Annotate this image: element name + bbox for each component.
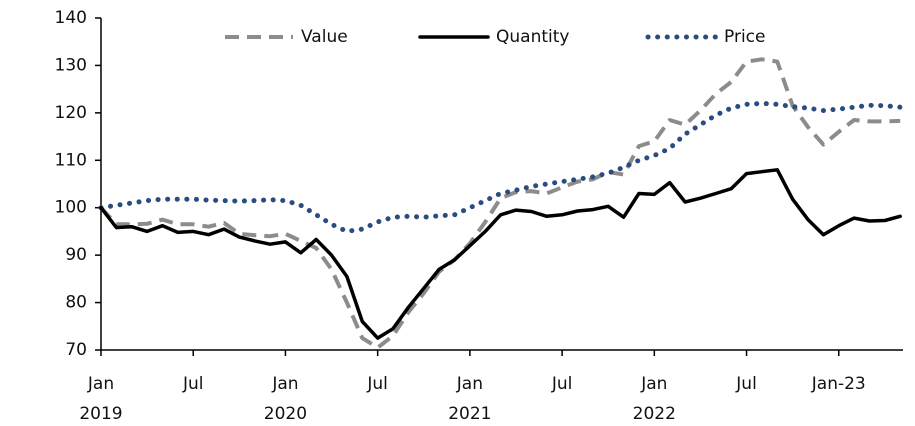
series-line [99, 168, 902, 340]
series-line [98, 100, 903, 234]
y-tick-label: 130 [55, 55, 87, 75]
x-tick-label: Jul [366, 374, 388, 394]
x-tick-label: Jul [182, 374, 204, 394]
x-tick-label: Jan-23 [811, 374, 866, 394]
legend-label: Quantity [496, 27, 569, 47]
y-tick-label: 80 [65, 293, 87, 313]
x-tick-label: Jan [456, 374, 483, 394]
year-label: 2019 [79, 404, 122, 424]
x-tick-label: Jul [551, 374, 573, 394]
legend-label: Price [724, 27, 765, 47]
y-tick-label: 100 [55, 198, 87, 218]
year-label: 2020 [264, 404, 307, 424]
y-tick-label: 120 [55, 103, 87, 123]
y-tick-label: 90 [65, 245, 87, 265]
x-tick-label: Jul [735, 374, 757, 394]
legend-label: Value [301, 27, 348, 47]
series-line [99, 57, 901, 350]
year-label: 2022 [633, 404, 676, 424]
year-label: 2021 [448, 404, 491, 424]
y-tick-label: 140 [55, 8, 87, 28]
x-tick-label: Jan [640, 374, 667, 394]
x-tick-label: Jan [87, 374, 114, 394]
y-tick-label: 110 [55, 150, 87, 170]
x-tick-label: Jan [271, 374, 298, 394]
y-tick-label: 70 [65, 340, 87, 360]
